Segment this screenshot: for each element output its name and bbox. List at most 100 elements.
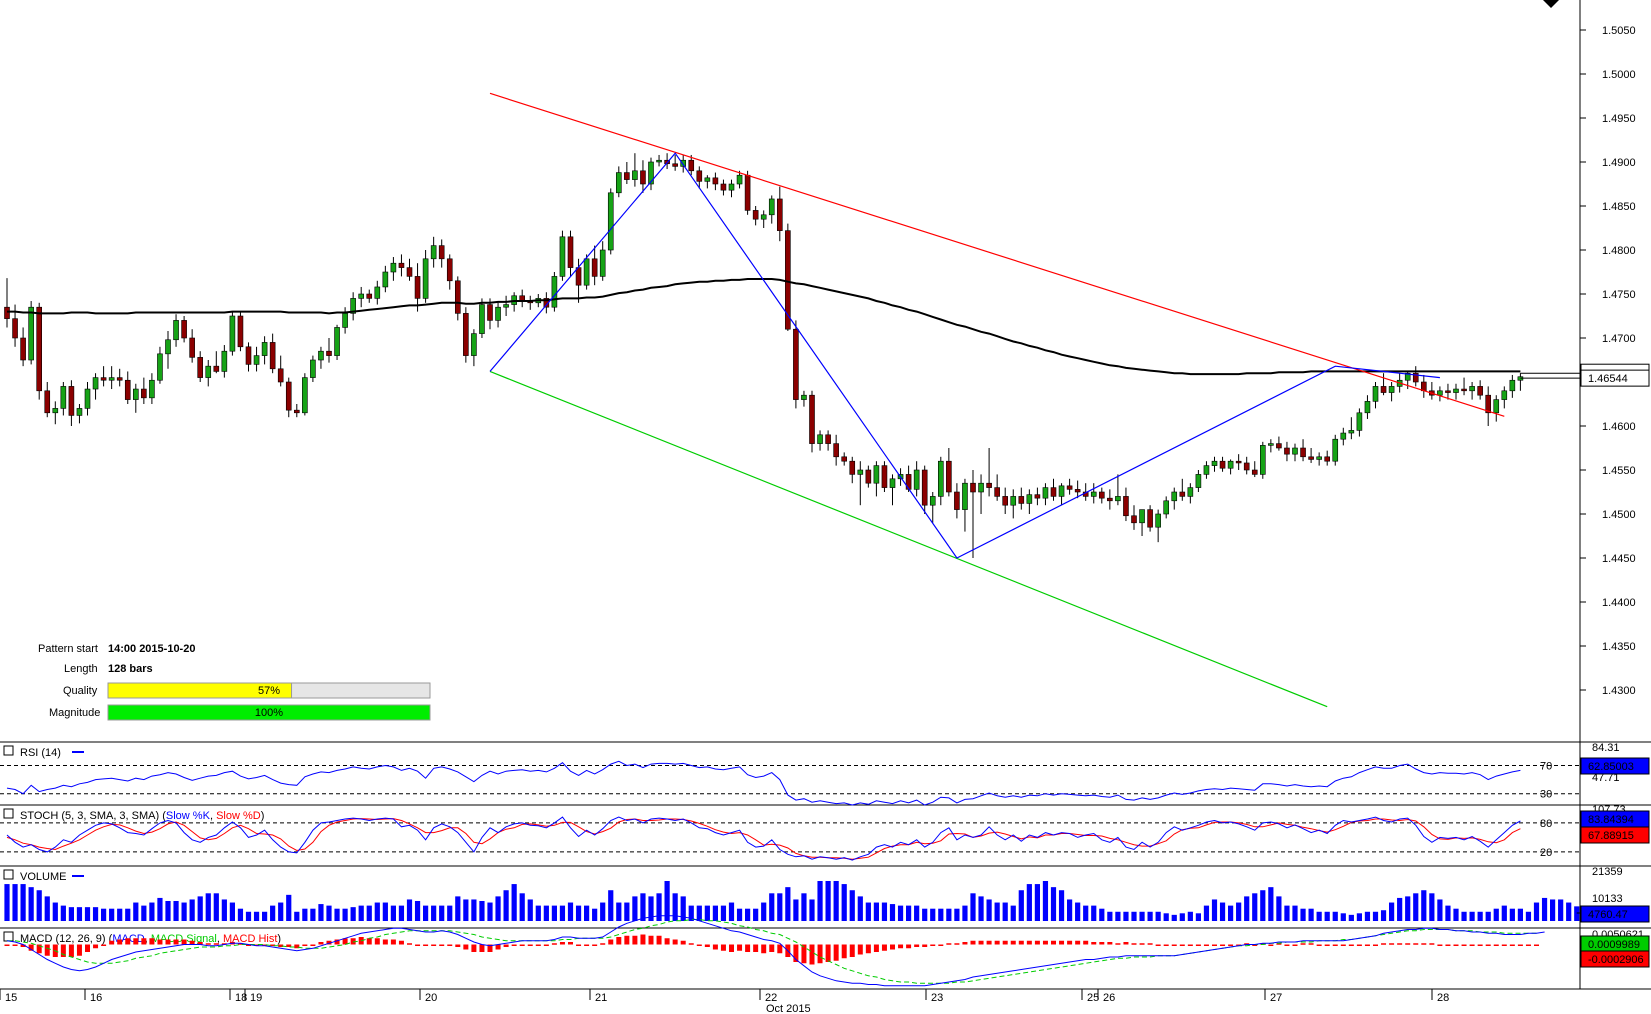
macd-hist-bar: [1469, 944, 1475, 946]
macd-hist-bar: [205, 943, 211, 945]
rsi-close-icon[interactable]: [3, 745, 14, 756]
volume-current-value: 4760.47: [1588, 909, 1628, 921]
macd-hist-bar: [777, 944, 783, 954]
candle-body: [929, 496, 936, 506]
candle-body: [1316, 456, 1322, 460]
macd-hist-bar: [712, 944, 718, 950]
macd-hist-bar: [382, 939, 388, 945]
macd-hist-bar: [720, 944, 726, 951]
volume-bar: [1147, 911, 1153, 921]
volume-bar: [1348, 914, 1354, 921]
macd-hist-bar: [865, 944, 871, 954]
volume-bar: [76, 907, 83, 921]
volume-bar: [640, 893, 646, 921]
macd-hist-bar: [1059, 940, 1065, 945]
volume-bar: [809, 899, 815, 921]
candle-body: [503, 304, 509, 308]
candle-body: [463, 313, 469, 356]
macd-hist-bar: [310, 944, 316, 946]
volume-bar: [938, 908, 944, 921]
volume-bar: [318, 904, 324, 921]
candle-body: [1485, 394, 1491, 414]
price-y-tick-label: 1.4800: [1602, 245, 1636, 257]
macd-hist-bar: [213, 943, 219, 945]
macd-hist-bar: [1356, 944, 1362, 946]
volume-bar: [366, 905, 372, 921]
price-y-tick-label: 1.5000: [1602, 69, 1636, 81]
volume-bar: [1493, 908, 1499, 921]
macd-close-icon[interactable]: [3, 931, 14, 942]
volume-close-icon[interactable]: [3, 869, 14, 880]
volume-bar: [4, 884, 10, 921]
macd-hist-bar: [616, 937, 622, 945]
macd-hist-bar: [85, 944, 90, 952]
volume-bar: [1509, 908, 1515, 921]
macd-hist-bar: [1316, 944, 1322, 946]
macd-hist-bar: [398, 940, 404, 945]
macd-hist-bar: [1018, 940, 1024, 945]
volume-bar: [495, 896, 501, 921]
macd-hist-bar: [1139, 943, 1145, 945]
candle-body: [793, 328, 799, 400]
macd-hist-bar: [1075, 940, 1081, 945]
volume-bar: [543, 905, 549, 921]
x-axis-tick-label: 23: [931, 992, 943, 1004]
volume-bar: [245, 911, 252, 921]
price-y-tick-label: 1.4850: [1602, 201, 1636, 213]
volume-bar: [616, 902, 622, 921]
candle-body: [1243, 462, 1250, 471]
macd-hist-bar: [68, 944, 74, 957]
volume-bar: [92, 907, 99, 921]
stoch-close-icon[interactable]: [3, 808, 14, 819]
volume-bar: [889, 904, 896, 921]
volume-bar: [1437, 899, 1443, 921]
candle-body: [471, 333, 477, 356]
candle-body: [454, 280, 461, 314]
volume-bar: [302, 908, 308, 921]
macd-hist-bar: [914, 944, 920, 947]
price-y-axis: 1.5050 1.5000 1.4950 1.4900 1.4850 1.4800 1.47…: [1580, 25, 1636, 697]
volume-bar: [1099, 908, 1105, 921]
volume-bar: [165, 901, 171, 921]
macd-hist-bar: [543, 944, 549, 946]
candle-body: [277, 368, 284, 383]
candle-body: [1018, 496, 1025, 504]
candle-body: [881, 465, 888, 488]
candle-body: [1501, 390, 1508, 400]
candle-body: [1412, 372, 1419, 383]
volume-bar: [189, 899, 195, 921]
support-trendline: [489, 370, 1328, 708]
candle-body: [293, 409, 300, 414]
candle-body: [768, 198, 775, 216]
volume-bar: [584, 905, 590, 921]
candle-body: [84, 388, 91, 409]
macd-hist-bar: [881, 944, 887, 951]
price-y-tick-label: 1.4400: [1602, 597, 1636, 609]
volume-bar: [1364, 911, 1371, 921]
x-axis-tick-label: 15: [5, 992, 17, 1004]
candle-body: [954, 491, 960, 510]
macd-hist-bar: [962, 942, 968, 945]
macd-hist-bar: [1171, 944, 1177, 946]
volume-bar: [1405, 896, 1411, 921]
macd-hist-bar: [125, 938, 131, 945]
volume-bar: [197, 896, 203, 921]
volume-bar: [253, 911, 260, 921]
macd-hist-bar: [857, 944, 863, 955]
candle-body: [479, 304, 485, 334]
candle-body: [1332, 438, 1339, 462]
macd-hist-bar: [1131, 943, 1137, 945]
macd-hist-bar: [44, 944, 50, 956]
candle-body: [801, 394, 807, 400]
magnitude-fill-bar: [107, 704, 431, 721]
stoch-title-text: STOCH (5, 3, SMA, 3, SMA): [20, 810, 159, 822]
macd-hist-bar: [1364, 944, 1370, 946]
macd-hist-bar: [809, 944, 815, 965]
volume-bar: [994, 902, 1000, 921]
candle-body: [1090, 491, 1097, 497]
candle-body: [873, 465, 880, 484]
volume-bar: [213, 893, 219, 921]
stoch-level-80-label: 80: [1540, 818, 1552, 830]
volume-bar: [382, 902, 388, 921]
